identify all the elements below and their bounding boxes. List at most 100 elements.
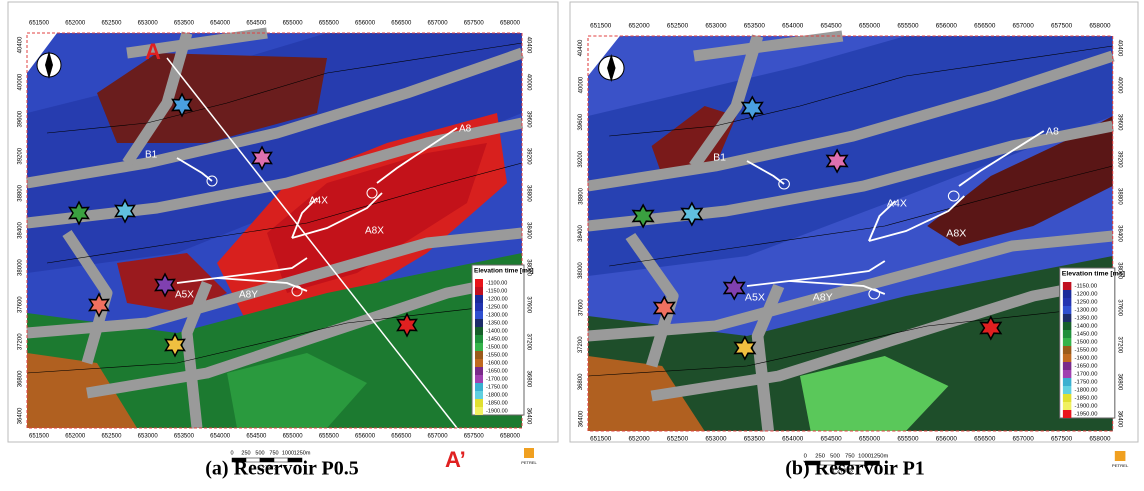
scale-bar [820, 461, 835, 465]
y-tick-label: 38400 [577, 225, 584, 242]
logo [524, 448, 534, 458]
y-tick-label: 37200 [577, 336, 584, 353]
y-tick-label: 36400 [525, 408, 531, 425]
x-tick-label: 654500 [246, 434, 267, 440]
legend-swatch [1063, 386, 1071, 394]
x-tick-label: 651500 [590, 436, 612, 443]
scale-ratio: 1:27373 [832, 469, 853, 475]
x-tick-label: 655500 [319, 434, 340, 440]
legend-label: -1300.00 [1075, 308, 1098, 314]
y-tick-label: 38400 [525, 222, 531, 239]
y-tick-label: 37200 [18, 333, 24, 350]
scale-label: 1000 [282, 450, 294, 456]
x-tick-label: 657500 [1051, 23, 1073, 30]
legend-swatch [1063, 322, 1071, 330]
well-label: A8X [946, 229, 966, 240]
legend-label: -1550.00 [1075, 348, 1098, 354]
map-panel: B1A8A4XA8XA5XA8Y651500651500652000652000… [577, 23, 1129, 475]
section-label: A’ [445, 447, 466, 472]
y-tick-label: 39600 [525, 111, 531, 128]
scale-label: 0 [804, 454, 807, 460]
y-tick-label: 39200 [577, 150, 584, 167]
y-tick-label: 40000 [577, 76, 584, 93]
legend-title: Elevation time [ms] [1062, 271, 1125, 278]
legend-swatch [475, 351, 483, 359]
section-label: A [145, 39, 161, 64]
x-tick-label: 654500 [821, 436, 843, 443]
y-tick-label: 37600 [1116, 299, 1123, 316]
x-tick-label: 656000 [936, 436, 958, 443]
x-tick-label: 657000 [428, 21, 449, 27]
legend-swatch [475, 367, 483, 375]
y-tick-label: 36400 [18, 407, 24, 424]
legend-label: -1750.00 [486, 384, 508, 390]
x-tick-label: 656000 [355, 434, 376, 440]
x-tick-label: 655000 [283, 21, 304, 27]
legend-label: -1850.00 [486, 400, 508, 406]
legend-label: -1650.00 [1075, 364, 1098, 370]
legend-swatch [1063, 362, 1071, 370]
legend-swatch [475, 399, 483, 407]
x-tick-label: 653000 [705, 23, 727, 30]
y-tick-label: 38400 [18, 221, 24, 238]
legend-swatch [475, 383, 483, 391]
legend-swatch [475, 375, 483, 383]
legend-label: -1350.00 [1075, 316, 1098, 322]
legend-label: -1750.00 [1075, 380, 1098, 386]
legend-swatch [475, 295, 483, 303]
x-tick-label: 658000 [1089, 23, 1111, 30]
x-tick-label: 655500 [897, 23, 919, 30]
legend-swatch [1063, 370, 1071, 378]
x-tick-label: 651500 [590, 23, 612, 30]
legend-swatch [1063, 282, 1071, 290]
x-tick-label: 654500 [821, 23, 843, 30]
x-tick-label: 653500 [174, 434, 195, 440]
legend-label: -1950.00 [1075, 412, 1098, 418]
x-tick-label: 654000 [782, 436, 804, 443]
legend-label: -1200.00 [486, 296, 508, 302]
x-tick-label: 654500 [246, 21, 267, 27]
x-tick-label: 657500 [1051, 436, 1073, 443]
legend-label: -1250.00 [486, 304, 508, 310]
legend-label: -1600.00 [1075, 356, 1098, 362]
legend-swatch [475, 343, 483, 351]
x-tick-label: 652000 [65, 21, 86, 27]
legend-swatch [475, 407, 483, 415]
legend-label: -1550.00 [486, 352, 508, 358]
x-tick-label: 655500 [319, 21, 340, 27]
x-tick-label: 655000 [283, 434, 304, 440]
x-tick-label: 653500 [744, 23, 766, 30]
y-tick-label: 40400 [18, 36, 24, 53]
x-tick-label: 655500 [897, 436, 919, 443]
x-tick-label: 654000 [210, 21, 231, 27]
well-label: A8Y [813, 293, 833, 304]
y-tick-label: 38000 [577, 262, 584, 279]
legend-label: -1250.00 [1075, 300, 1098, 306]
scale-bar [232, 458, 246, 462]
scale-bar [274, 458, 288, 462]
legend-label: -1500.00 [1075, 340, 1098, 346]
x-tick-label: 656500 [974, 436, 996, 443]
logo-label: PETREL [1112, 463, 1129, 468]
legend-label: -1400.00 [486, 328, 508, 334]
well-label: A4X [309, 196, 328, 207]
y-tick-label: 39200 [525, 148, 531, 165]
legend-swatch [475, 287, 483, 295]
y-tick-label: 40400 [577, 39, 584, 56]
legend-label: -1450.00 [486, 336, 508, 342]
well-label: A8 [1046, 127, 1059, 138]
scale-ratio: 1:27373 [257, 465, 277, 471]
y-tick-label: 37600 [18, 296, 24, 313]
y-tick-label: 36800 [1116, 374, 1123, 391]
x-tick-label: 656500 [391, 434, 412, 440]
y-tick-label: 36400 [1116, 411, 1123, 428]
x-tick-label: 657000 [1013, 436, 1035, 443]
well-label: A8X [365, 226, 384, 237]
legend-swatch [1063, 354, 1071, 362]
x-tick-label: 658000 [500, 434, 521, 440]
y-tick-label: 40400 [1116, 40, 1123, 57]
legend-swatch [475, 279, 483, 287]
legend-swatch [1063, 394, 1071, 402]
y-tick-label: 37200 [525, 333, 531, 350]
